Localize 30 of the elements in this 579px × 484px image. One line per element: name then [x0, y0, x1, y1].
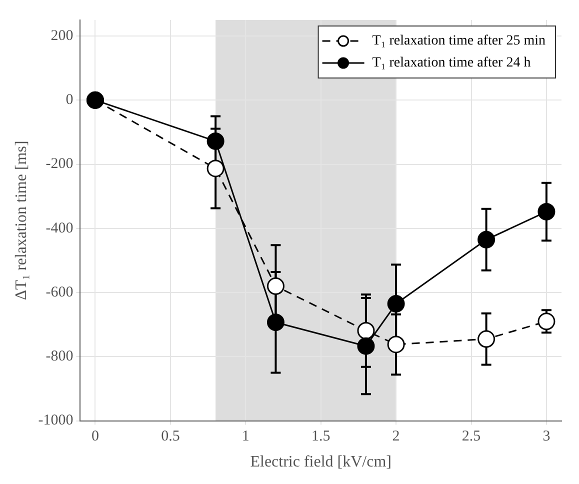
y-tick-label: -800 [46, 348, 74, 365]
x-tick-label: 0.5 [161, 428, 180, 445]
y-tick-label: -600 [46, 284, 74, 300]
point [538, 312, 556, 330]
y-tick-label: 0 [66, 92, 74, 108]
y-tick-label: 200 [50, 28, 74, 44]
x-tick-label: 1.5 [311, 428, 330, 445]
point [478, 330, 496, 348]
point [538, 202, 556, 220]
point [206, 132, 224, 150]
x-tick-label: 0 [91, 428, 99, 445]
point [266, 277, 284, 295]
x-axis-title: Electric field [kV/cm] [250, 454, 392, 471]
x-tick-label: 1 [242, 428, 250, 445]
legend-label: T₁ relaxation time after 25 min [372, 34, 546, 49]
point [387, 336, 405, 354]
x-tick-label: 2 [392, 428, 400, 445]
point [387, 295, 405, 313]
x-tick-label: 3 [542, 428, 550, 445]
point [478, 230, 496, 248]
point [266, 314, 284, 332]
y-axis-title: ΔT₁ relaxation time [ms] [12, 140, 30, 300]
point [357, 337, 375, 355]
y-tick-label: -400 [46, 220, 74, 236]
point [357, 322, 375, 340]
y-tick-label: -1000 [38, 412, 74, 429]
point [206, 160, 224, 178]
x-tick-label: 2.5 [462, 428, 481, 445]
y-tick-label: -200 [46, 156, 74, 172]
legend-label: T₁ relaxation time after 24 h [372, 56, 531, 71]
